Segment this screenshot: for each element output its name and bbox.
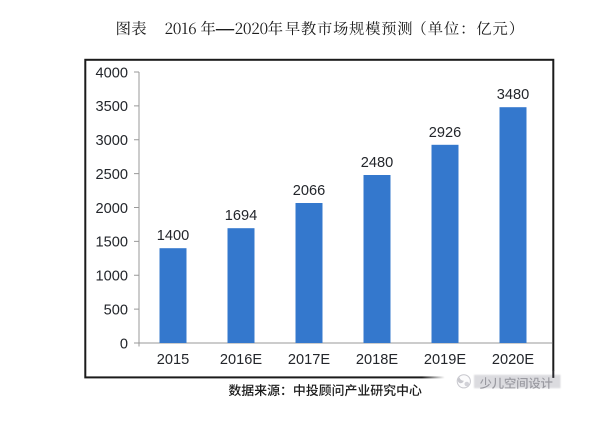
svg-text:2066: 2066 <box>293 183 325 199</box>
svg-text:2020E: 2020E <box>492 352 534 368</box>
svg-text:500: 500 <box>104 302 128 318</box>
svg-text:2019E: 2019E <box>424 352 466 368</box>
svg-text:1500: 1500 <box>96 235 128 251</box>
svg-text:3000: 3000 <box>96 133 128 149</box>
svg-text:2017E: 2017E <box>288 352 330 368</box>
svg-text:2016E: 2016E <box>220 352 262 368</box>
svg-text:1694: 1694 <box>225 208 257 224</box>
svg-text:3480: 3480 <box>497 87 529 103</box>
svg-text:1000: 1000 <box>96 269 128 285</box>
svg-text:2480: 2480 <box>361 155 393 171</box>
svg-text:2018E: 2018E <box>356 352 398 368</box>
svg-text:0: 0 <box>120 336 128 352</box>
svg-text:2926: 2926 <box>429 125 461 141</box>
svg-text:2015: 2015 <box>157 352 189 368</box>
svg-text:2000: 2000 <box>96 201 128 217</box>
svg-text:2500: 2500 <box>96 167 128 183</box>
svg-text:4000: 4000 <box>96 65 128 81</box>
svg-text:1400: 1400 <box>157 228 189 244</box>
svg-text:3500: 3500 <box>96 99 128 115</box>
